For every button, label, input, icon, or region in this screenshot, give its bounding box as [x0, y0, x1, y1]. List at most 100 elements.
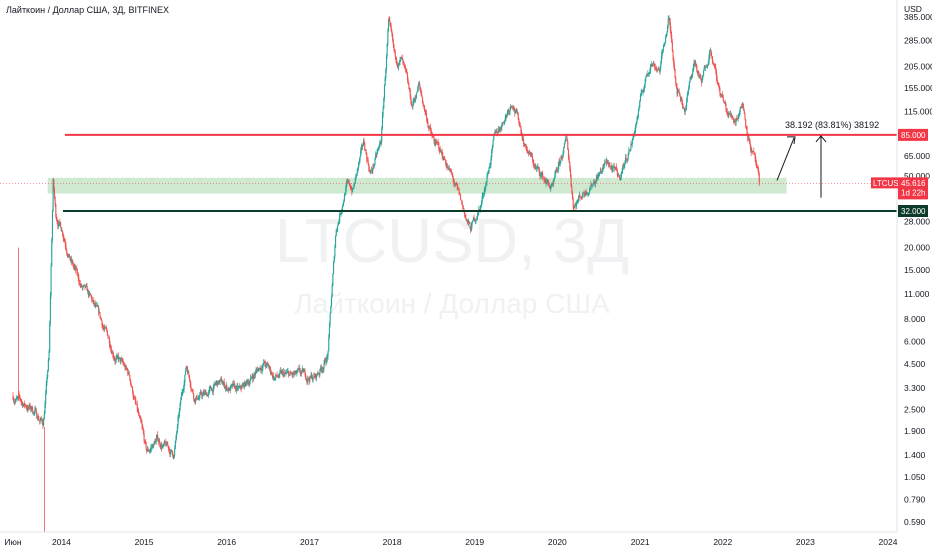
- candle-body: [379, 143, 381, 145]
- candle-body: [443, 157, 445, 160]
- time-axis[interactable]: Июн 2014 2015 2016 2017 2018 2019 2020 2021 2022 2…: [4, 537, 897, 547]
- candle-body: [652, 63, 654, 67]
- candle-body: [491, 145, 493, 151]
- candle-body: [167, 444, 169, 446]
- candle-body: [616, 170, 618, 176]
- candle-body: [552, 183, 554, 185]
- candle-body: [373, 165, 375, 167]
- price-axis[interactable]: USD 385.000 285.000 205.000 155.000 115.000 6…: [904, 4, 932, 527]
- candle-body: [710, 49, 712, 56]
- candle-body: [28, 407, 30, 409]
- candle-body: [119, 357, 121, 362]
- candle-body: [630, 144, 632, 150]
- candle-body: [487, 173, 489, 177]
- candle-body: [644, 78, 646, 85]
- candle-body: [635, 125, 637, 131]
- candle-body: [546, 180, 548, 182]
- candle-body: [510, 106, 512, 107]
- candle-body: [625, 157, 627, 160]
- candle-body: [595, 182, 597, 185]
- candle-body: [114, 359, 116, 362]
- candle-body: [266, 363, 268, 365]
- candle-body: [106, 328, 108, 331]
- candle-body: [314, 374, 316, 377]
- candle-body: [166, 443, 168, 445]
- candle-body: [438, 142, 440, 148]
- candle-body: [345, 183, 347, 188]
- candle-body: [438, 147, 441, 152]
- candle-body: [316, 373, 318, 375]
- candle-body: [416, 92, 418, 94]
- candle-body: [318, 373, 320, 375]
- candle-body: [214, 383, 216, 385]
- candle-body: [717, 82, 719, 83]
- candle-body: [323, 363, 325, 369]
- candle-body: [90, 294, 92, 297]
- candle-body: [652, 63, 654, 65]
- candle-body: [326, 355, 328, 359]
- candle-body: [200, 391, 202, 394]
- candle-body: [576, 202, 578, 204]
- candle-body: [65, 245, 67, 250]
- candle-body: [226, 385, 228, 390]
- candle-body: [700, 77, 702, 81]
- candle-body: [41, 418, 43, 420]
- candle-body: [73, 266, 75, 268]
- candle-body: [536, 168, 538, 169]
- candle-body: [742, 104, 744, 107]
- candle-body: [134, 398, 136, 401]
- candle-body: [734, 121, 737, 123]
- candle-body: [55, 216, 58, 220]
- candle-body: [584, 193, 586, 196]
- price-tick-label: 3.300: [904, 383, 926, 393]
- price-axis-unit: USD: [904, 4, 922, 14]
- candle-body: [51, 240, 53, 267]
- candle-body: [698, 76, 701, 77]
- candle-body: [643, 88, 645, 92]
- candle-body: [403, 62, 405, 65]
- candle-body: [732, 119, 735, 121]
- candle-body: [395, 56, 397, 60]
- candle-body: [91, 296, 93, 301]
- candle-body: [447, 166, 449, 168]
- candle-body: [692, 71, 694, 75]
- candle-body: [67, 256, 69, 257]
- candle-body: [396, 63, 398, 66]
- candle-body: [43, 414, 45, 420]
- candle-body: [576, 202, 578, 207]
- candle-body: [426, 113, 428, 120]
- candle-body: [290, 373, 292, 374]
- candle-body: [729, 113, 731, 115]
- candle-body: [533, 166, 536, 168]
- candle-body: [665, 35, 667, 38]
- candle-body: [85, 286, 87, 288]
- candle-body: [620, 176, 622, 179]
- candle-body: [432, 135, 434, 137]
- candle-body: [536, 167, 538, 169]
- candle-body: [367, 160, 369, 165]
- measure-arrow-head: [787, 136, 796, 144]
- candle-body: [430, 130, 432, 134]
- candle-body: [110, 348, 112, 350]
- candle-body: [506, 115, 508, 116]
- candle-body: [249, 381, 251, 385]
- candle-body: [415, 93, 417, 99]
- candle-body: [701, 78, 703, 83]
- candle-body: [693, 62, 695, 67]
- candle-body: [335, 236, 337, 248]
- candle-body: [62, 234, 64, 238]
- candle-body: [453, 182, 455, 185]
- candle-body: [135, 400, 137, 404]
- candle-body: [136, 403, 138, 405]
- candle-body: [60, 222, 62, 228]
- candle-body: [223, 381, 225, 385]
- candle-body: [172, 451, 174, 456]
- candle-body: [690, 76, 692, 78]
- candle-body: [717, 82, 720, 87]
- candle-body: [145, 442, 147, 449]
- candle-body: [32, 410, 34, 414]
- candle-body: [515, 110, 517, 112]
- level-price-label: 32.000: [901, 207, 926, 216]
- candle-body: [747, 138, 749, 139]
